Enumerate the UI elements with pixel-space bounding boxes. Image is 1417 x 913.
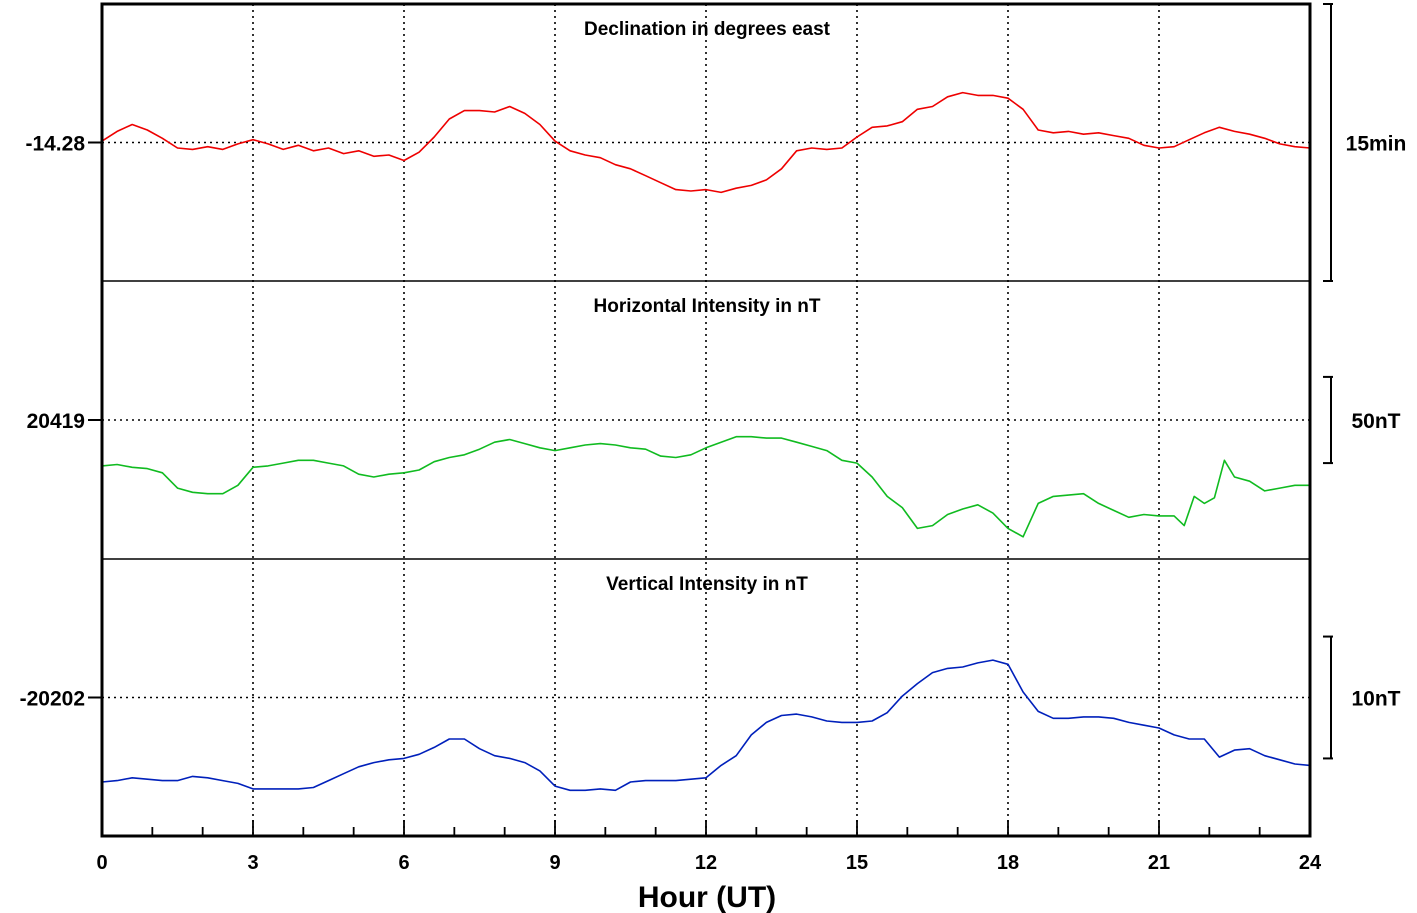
series-line bbox=[101, 659, 1311, 792]
x-tick-label: 9 bbox=[549, 852, 560, 874]
plot-frame bbox=[88, 2, 1333, 838]
x-tick-label: 6 bbox=[398, 852, 409, 874]
x-tick-label: 3 bbox=[247, 852, 258, 874]
panel-title: Vertical Intensity in nT bbox=[606, 574, 808, 595]
data-series bbox=[101, 91, 1311, 792]
series-line bbox=[101, 435, 1310, 538]
scale-label: 10nT bbox=[1351, 688, 1400, 711]
series-line bbox=[101, 91, 1311, 194]
x-tick-label: 18 bbox=[997, 852, 1019, 874]
x-tick-label: 12 bbox=[695, 852, 717, 874]
reference-value-label: -20202 bbox=[20, 688, 85, 711]
x-tick-label: 21 bbox=[1148, 852, 1170, 874]
panel-title: Declination in degrees east bbox=[584, 19, 831, 40]
x-tick-label: 15 bbox=[846, 852, 868, 874]
grid-lines bbox=[102, 4, 1310, 836]
scale-label: 50nT bbox=[1351, 410, 1400, 433]
panel-title: Horizontal Intensity in nT bbox=[594, 296, 821, 317]
reference-value-label: -14.28 bbox=[25, 133, 85, 156]
x-tick-label: 0 bbox=[96, 852, 107, 874]
x-tick-label: 24 bbox=[1299, 852, 1322, 874]
labels: Declination in degrees east -14.28 15min Ho… bbox=[20, 19, 1407, 874]
x-axis-title: Hour (UT) bbox=[638, 881, 776, 913]
reference-value-label: 20419 bbox=[27, 410, 85, 433]
scale-label: 15min bbox=[1346, 133, 1407, 156]
